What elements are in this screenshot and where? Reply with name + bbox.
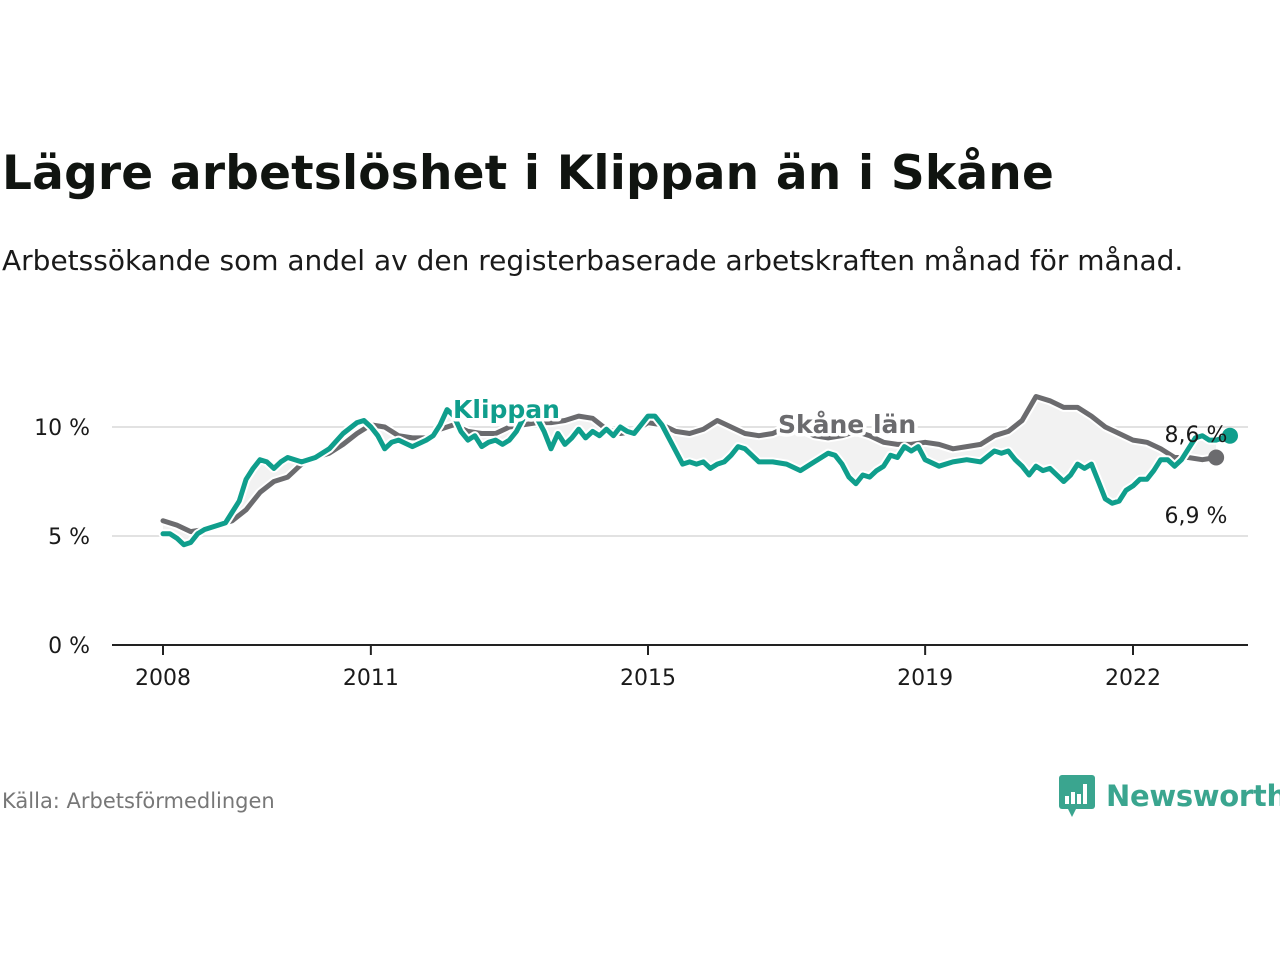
brand-name: Newsworthy (1106, 779, 1280, 813)
y-tick-label: 10 % (34, 416, 90, 441)
x-tick-label: 2015 (620, 666, 676, 691)
series-line-sk-ne-l-n (160, 394, 1219, 535)
chart-title: Lägre arbetslöshet i Klippan än i Skåne (2, 146, 1055, 201)
brand-logo[interactable]: Newsworthy (1058, 774, 1280, 818)
series-label-skane: Skåne län (778, 410, 916, 439)
series-lines (158, 392, 1238, 550)
newsworthy-logo-icon (1059, 775, 1095, 817)
series-end-marker (1222, 427, 1238, 444)
end-value-label-klippan: 6,9 % (1165, 504, 1228, 529)
chart-labels: Skåne län Klippan 8,6 % 6,9 % (450, 392, 1228, 530)
source-note: Källa: Arbetsförmedlingen (2, 789, 275, 813)
x-tick-label: 2022 (1105, 666, 1161, 691)
x-axis: 2008 2011 2015 2019 2022 (112, 644, 1248, 691)
line-chart: 0 % 5 % 10 % Skåne län Klippan 8,6 % 6,9 % 20… (34, 392, 1248, 691)
chart-subtitle: Arbetssökande som andel av den registerb… (2, 244, 1184, 277)
y-tick-label: 5 % (48, 525, 90, 550)
series-label-klippan: Klippan (453, 395, 560, 424)
x-tick-label: 2019 (897, 666, 953, 691)
end-value-label-skane: 8,6 % (1165, 423, 1228, 448)
series-end-marker (1208, 449, 1225, 466)
x-tick-label: 2011 (343, 666, 399, 691)
series-line-klippan (160, 407, 1233, 548)
y-tick-label: 0 % (48, 634, 90, 659)
x-tick-label: 2008 (135, 666, 191, 691)
